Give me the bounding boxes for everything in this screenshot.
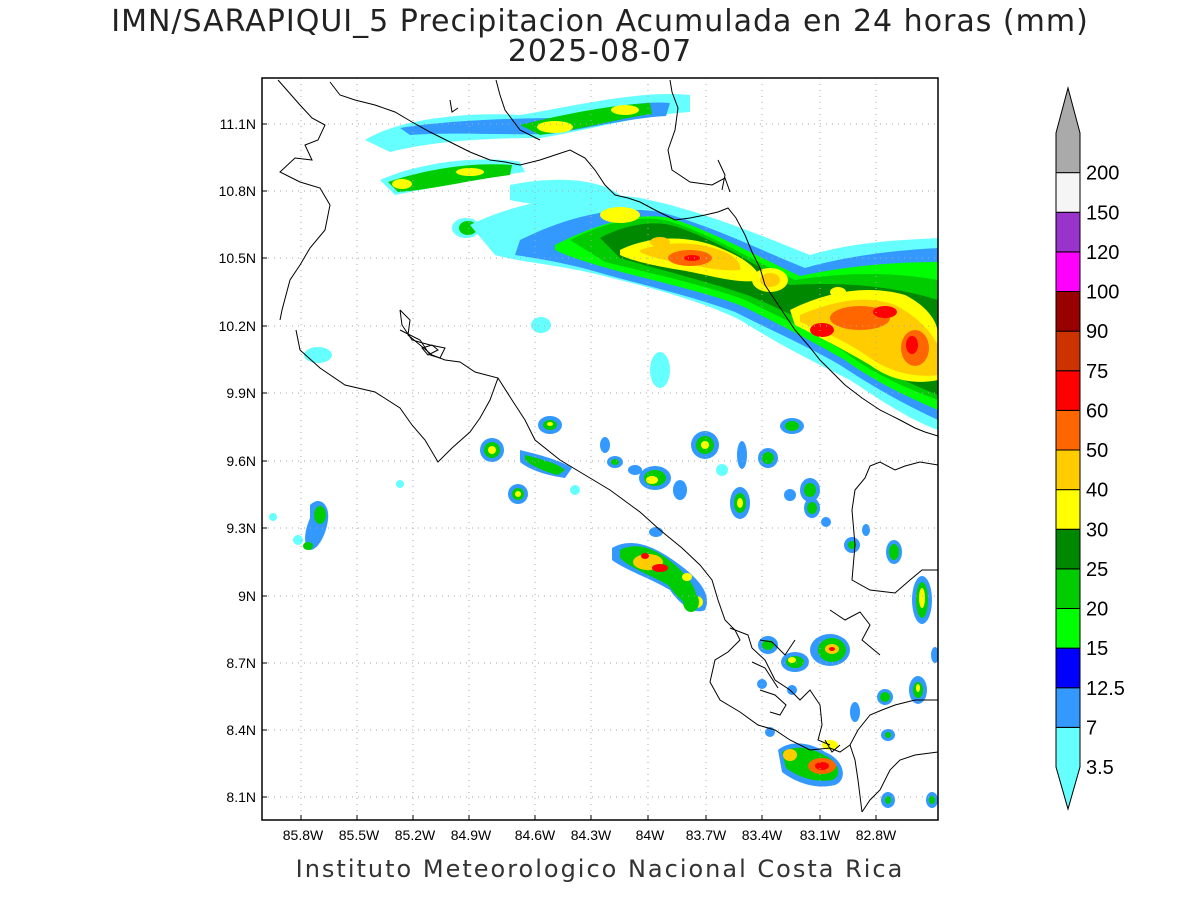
colorbar-label: 150 <box>1086 202 1119 224</box>
map-date: 2025-08-07 <box>507 34 693 69</box>
lat-label: 8.1N <box>226 789 256 805</box>
map-title: IMN/SARAPIQUI_5 Precipitacion Acumulada … <box>111 4 1089 39</box>
lat-label: 11.1N <box>220 116 256 132</box>
footer-credit: Instituto Meteorologico Nacional Costa R… <box>295 855 905 883</box>
colorbar-label: 12.5 <box>1086 678 1125 700</box>
lon-label: 85.5W <box>339 827 380 843</box>
lat-label: 9.6N <box>226 453 256 469</box>
colorbar-swatch <box>1055 568 1081 609</box>
lat-label: 9N <box>238 588 256 604</box>
colorbar-swatch <box>1055 172 1081 213</box>
colorbar-swatch <box>1055 687 1081 728</box>
lat-label: 8.7N <box>226 655 256 671</box>
colorbar-swatch <box>1055 449 1081 491</box>
lon-label: 83.4W <box>742 827 783 843</box>
colorbar-swatch <box>1055 211 1081 253</box>
colorbar-swatch <box>1055 86 1081 174</box>
colorbar-label: 75 <box>1086 361 1108 383</box>
lat-label: 9.3N <box>226 520 256 536</box>
colorbar-swatch <box>1055 726 1081 811</box>
lon-label: 84.6W <box>515 827 556 843</box>
lon-label: 82.8W <box>856 827 897 843</box>
lat-label: 8.4N <box>226 722 256 738</box>
lon-label: 83.1W <box>800 827 841 843</box>
colorbar-label: 3.5 <box>1086 757 1114 779</box>
graticule <box>262 78 938 820</box>
precipitation-field <box>269 94 938 808</box>
plot-frame <box>261 77 939 821</box>
longitude-labels: 85.8W 85.5W 85.2W 84.9W 84.6W 84.3W 84W … <box>283 827 897 843</box>
colorbar-swatch <box>1055 251 1081 292</box>
colorbar-label: 60 <box>1086 400 1108 422</box>
colorbar-label: 25 <box>1086 559 1108 581</box>
lat-label: 10.5N <box>219 250 256 266</box>
lon-label: 83.7W <box>686 827 727 843</box>
colorbar-swatch <box>1055 528 1081 570</box>
colorbar-swatch <box>1055 370 1081 411</box>
lon-label: 85.2W <box>395 827 436 843</box>
colorbar-label: 7 <box>1086 717 1097 739</box>
colorbar-swatch <box>1055 409 1081 451</box>
lat-label: 10.2N <box>219 318 256 334</box>
colorbar-swatch <box>1055 647 1081 689</box>
lat-label: 10.8N <box>219 183 256 199</box>
colorbar-label: 50 <box>1086 440 1108 462</box>
country-border <box>329 79 938 753</box>
colorbar-label: 90 <box>1086 321 1108 343</box>
colorbar-swatch <box>1055 330 1081 372</box>
coastlines <box>277 79 938 813</box>
colorbar-label: 100 <box>1086 282 1119 304</box>
colorbar-label: 15 <box>1086 638 1108 660</box>
lat-label: 9.9N <box>226 385 256 401</box>
colorbar-label: 20 <box>1086 599 1108 621</box>
lon-label: 84.3W <box>571 827 612 843</box>
colorbar-swatch <box>1055 489 1081 530</box>
lon-label: 84W <box>636 827 666 843</box>
colorbar-swatch <box>1055 291 1081 332</box>
colorbar-label: 120 <box>1086 242 1119 264</box>
lon-label: 85.8W <box>283 827 324 843</box>
colorbar-swatch <box>1055 608 1081 649</box>
lon-label: 84.9W <box>451 827 492 843</box>
latitude-labels: 11.1N 10.8N 10.5N 10.2N 9.9N 9.6N 9.3N 9… <box>219 116 256 805</box>
colorbar-label: 200 <box>1086 163 1119 185</box>
colorbar-legend: 3.5 7 12.5 15 20 25 30 40 50 60 75 90 100 120 150 200 <box>1055 86 1125 811</box>
colorbar-label: 40 <box>1086 480 1108 502</box>
axis-ticks <box>262 123 877 820</box>
colorbar-label: 30 <box>1086 519 1108 541</box>
